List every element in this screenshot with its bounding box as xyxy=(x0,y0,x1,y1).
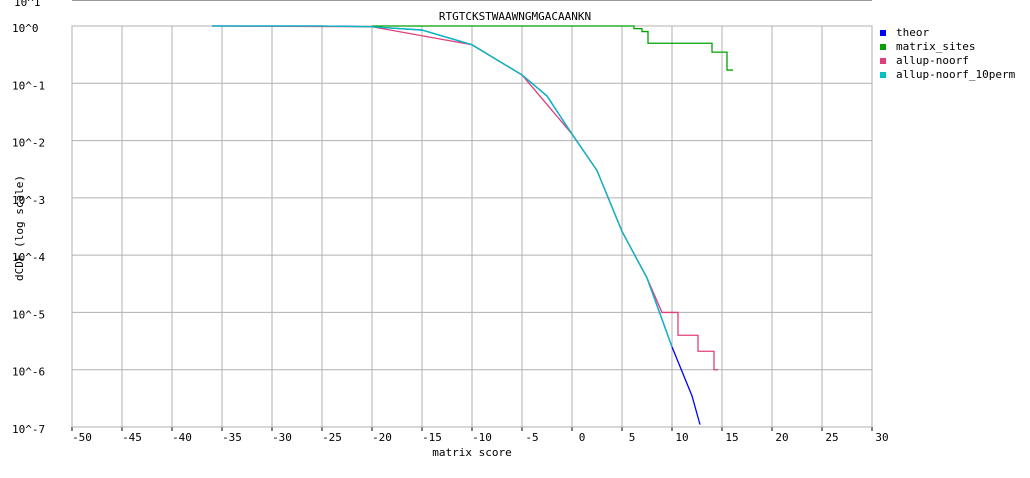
x-tick-label: -10 xyxy=(472,431,492,444)
y-tick-label: 10^-5 xyxy=(12,308,45,321)
x-tick-label: 30 xyxy=(875,431,888,444)
chart-title: RTGTCKSTWAAWNGMGACAANKN xyxy=(439,10,591,23)
y-tick-label: 10^-2 xyxy=(12,137,45,150)
x-tick-label: 5 xyxy=(629,431,636,444)
y-axis-label: dCDF (log scale) xyxy=(13,175,26,281)
x-tick-label: -20 xyxy=(372,431,392,444)
y-top-label: 10^1 xyxy=(14,0,41,9)
legend-label: allup-noorf xyxy=(896,54,969,67)
x-tick-label: -40 xyxy=(172,431,192,444)
legend-label: theor xyxy=(896,26,929,39)
y-tick-label: 10^-3 xyxy=(12,194,45,207)
legend-swatch xyxy=(880,30,886,36)
series-line xyxy=(372,25,733,71)
x-axis-label: matrix score xyxy=(432,446,511,459)
series-line xyxy=(212,25,673,348)
legend-swatch xyxy=(880,44,886,50)
x-tick-label: 0 xyxy=(579,431,586,444)
x-tick-label: 25 xyxy=(825,431,838,444)
legend-swatch xyxy=(880,58,886,64)
x-tick-label: 15 xyxy=(725,431,738,444)
y-tick-label: 10^-6 xyxy=(12,366,45,379)
x-tick-label: -5 xyxy=(525,431,538,444)
x-tick-label: -30 xyxy=(272,431,292,444)
x-tick-label: -15 xyxy=(422,431,442,444)
x-tick-label: -45 xyxy=(122,431,142,444)
y-tick-label: 10^0 xyxy=(12,22,39,35)
x-tick-label: 10 xyxy=(675,431,688,444)
x-tick-label: -35 xyxy=(222,431,242,444)
x-tick-label: -25 xyxy=(322,431,342,444)
series-line xyxy=(212,25,701,425)
legend-label: allup-noorf_10perm xyxy=(896,68,1016,81)
y-tick-label: 10^-7 xyxy=(12,423,45,436)
legend-label: matrix_sites xyxy=(896,40,975,53)
y-tick-label: 10^-4 xyxy=(12,251,45,264)
x-tick-label: 20 xyxy=(775,431,788,444)
x-tick-label: -50 xyxy=(72,431,92,444)
legend-swatch xyxy=(880,72,886,78)
y-tick-label: 10^-1 xyxy=(12,79,45,92)
